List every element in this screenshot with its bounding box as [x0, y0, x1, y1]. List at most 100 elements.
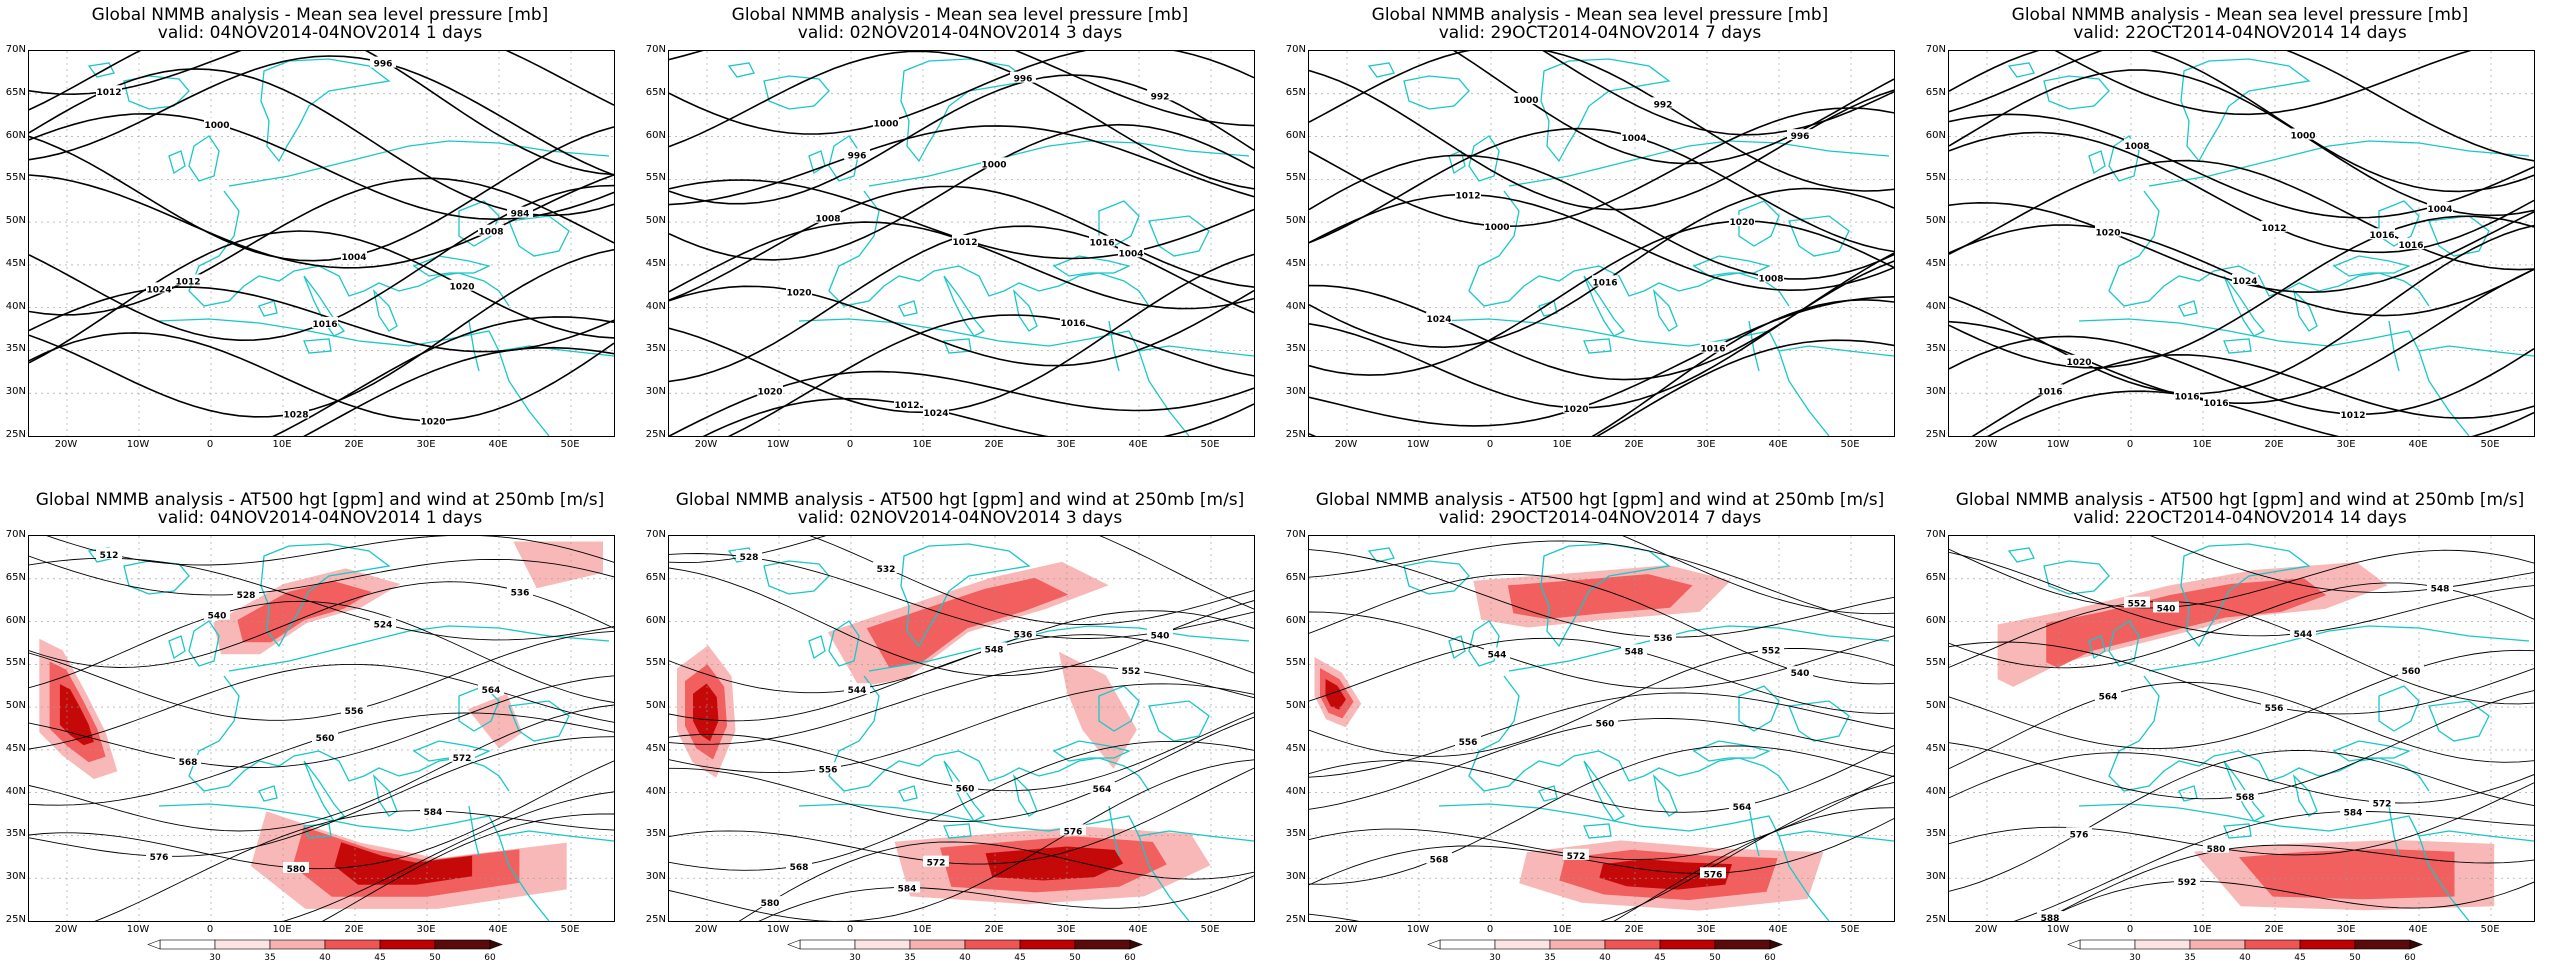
colorbar-tick-label: 50 [1069, 953, 1081, 963]
longitude-label: 10W [1406, 439, 1430, 450]
longitude-label: 10E [272, 924, 292, 935]
latitude-label: 45N [1285, 742, 1306, 754]
colorbar-tick-label: 50 [429, 953, 441, 963]
contour-label: 1008 [2124, 142, 2149, 152]
contour-label: 556 [2265, 704, 2284, 714]
isobar [29, 55, 614, 176]
contour-label-bg [1010, 71, 1036, 83]
coastline [2292, 289, 2318, 332]
isobar [669, 253, 1254, 414]
contour-label: 1020 [757, 387, 782, 397]
isobar [303, 346, 614, 436]
contour-label-bg [2290, 627, 2316, 639]
contour-label: 548 [1625, 647, 1644, 657]
contour-label-bg [1758, 271, 1784, 283]
longitude-label: 10W [766, 924, 790, 935]
contour-label: 560 [956, 785, 975, 795]
contour-label: 1000 [2290, 132, 2315, 142]
coastline [228, 140, 610, 187]
wind-speed-shading [59, 684, 94, 746]
isobar [669, 285, 1254, 367]
latitude-label: 30N [5, 871, 26, 883]
height-contour [1309, 745, 1894, 813]
coastline [900, 543, 1031, 648]
latitude-label: 40N [5, 300, 26, 312]
colorbar-tick-label: 45 [2294, 953, 2305, 963]
contour-label-bg [1455, 188, 1481, 200]
latitude-label: 55N [1285, 172, 1306, 184]
contour-label-bg [1563, 401, 1589, 413]
coastline [1538, 300, 1558, 317]
pressure-map: 1012 996 984 1000 1004 1008 1012 1016 1020 1024 10… [28, 50, 615, 437]
longitude-label: 20E [2264, 924, 2284, 935]
contour-label-bg [283, 861, 309, 873]
contour-label-bg [981, 642, 1007, 654]
contour-label-bg [2095, 225, 2121, 237]
height-contour [669, 759, 1254, 921]
map-panel: Global NMMB analysis - AT500 hgt [gpm] a… [0, 485, 640, 963]
panel-valid-period: valid: 04NOV2014-04NOV2014 1 days [157, 23, 483, 43]
latitude-label: 35N [1925, 343, 1946, 355]
contour-label: 1000 [1513, 96, 1538, 106]
contour-label: 1016 [2398, 241, 2423, 251]
coastline [2180, 58, 2311, 163]
coastline [123, 75, 190, 110]
colorbar-segment [2189, 939, 2246, 950]
latitude-label: 45N [645, 257, 666, 269]
contour-label: 1028 [283, 410, 308, 420]
contour-label-bg [96, 85, 122, 97]
map-canvas: 528 532 536 540 544 548 552 556 560 564 568 572 576 5… [669, 536, 1254, 921]
coastline [2043, 75, 2110, 110]
latitude-label: 70N [1285, 44, 1306, 55]
contour-label-bg [175, 274, 201, 286]
colorbar-segment [1604, 939, 1661, 950]
longitude-label: 10E [2192, 439, 2212, 450]
longitude-label: 40E [1128, 439, 1148, 450]
coastline [412, 740, 491, 762]
contour-label-bg [341, 703, 367, 715]
coastline [898, 785, 918, 802]
latitude-label: 50N [645, 215, 666, 227]
isobar [29, 126, 614, 262]
contour-label: 1008 [478, 228, 503, 238]
coastline [943, 823, 972, 839]
height-contour [1949, 600, 2534, 705]
coastline [228, 625, 610, 672]
height-contour [669, 634, 1254, 722]
latitude-label: 60N [1925, 129, 1946, 141]
latitude-label: 45N [1285, 257, 1306, 269]
latitude-label: 25N [1925, 429, 1946, 440]
contour-label: 540 [2157, 604, 2176, 614]
height-contour [29, 630, 614, 721]
contour-label-bg [2174, 389, 2200, 401]
latitude-label: 35N [645, 343, 666, 355]
map-canvas: 1000 1004 1008 1012 1016 1020 1024 1016 1020 1016… [1949, 51, 2534, 436]
contour-label: 552 [1762, 647, 1781, 657]
contour-label: 1020 [786, 288, 811, 298]
colorbar-tick-label: 45 [1654, 953, 1665, 963]
height-contour [669, 767, 1254, 865]
contour-label: 1016 [1592, 278, 1617, 288]
latitude-label: 55N [5, 657, 26, 669]
colorbar-segment [1494, 939, 1551, 950]
contour-label-bg [894, 881, 920, 893]
coastline [1052, 255, 1131, 277]
contour-label-bg [1592, 716, 1618, 728]
isobar [1309, 193, 1894, 292]
latitude-label: 25N [5, 914, 26, 925]
contour-label: 580 [287, 865, 306, 875]
coastline [2178, 300, 2198, 317]
contour-label: 1024 [146, 285, 171, 295]
isobar [702, 397, 1254, 436]
longitude-label: 30E [1056, 439, 1076, 450]
contour-label-bg [2037, 384, 2063, 396]
contour-label: 556 [819, 765, 838, 775]
longitude-label: 40E [1128, 924, 1148, 935]
contour-label: 584 [898, 884, 917, 894]
height-contour [29, 675, 614, 768]
height-contour [809, 536, 1254, 625]
coastline [1652, 774, 1678, 817]
coastline [188, 135, 220, 182]
coastline [2088, 150, 2106, 175]
contour-label-bg [1729, 215, 1755, 227]
